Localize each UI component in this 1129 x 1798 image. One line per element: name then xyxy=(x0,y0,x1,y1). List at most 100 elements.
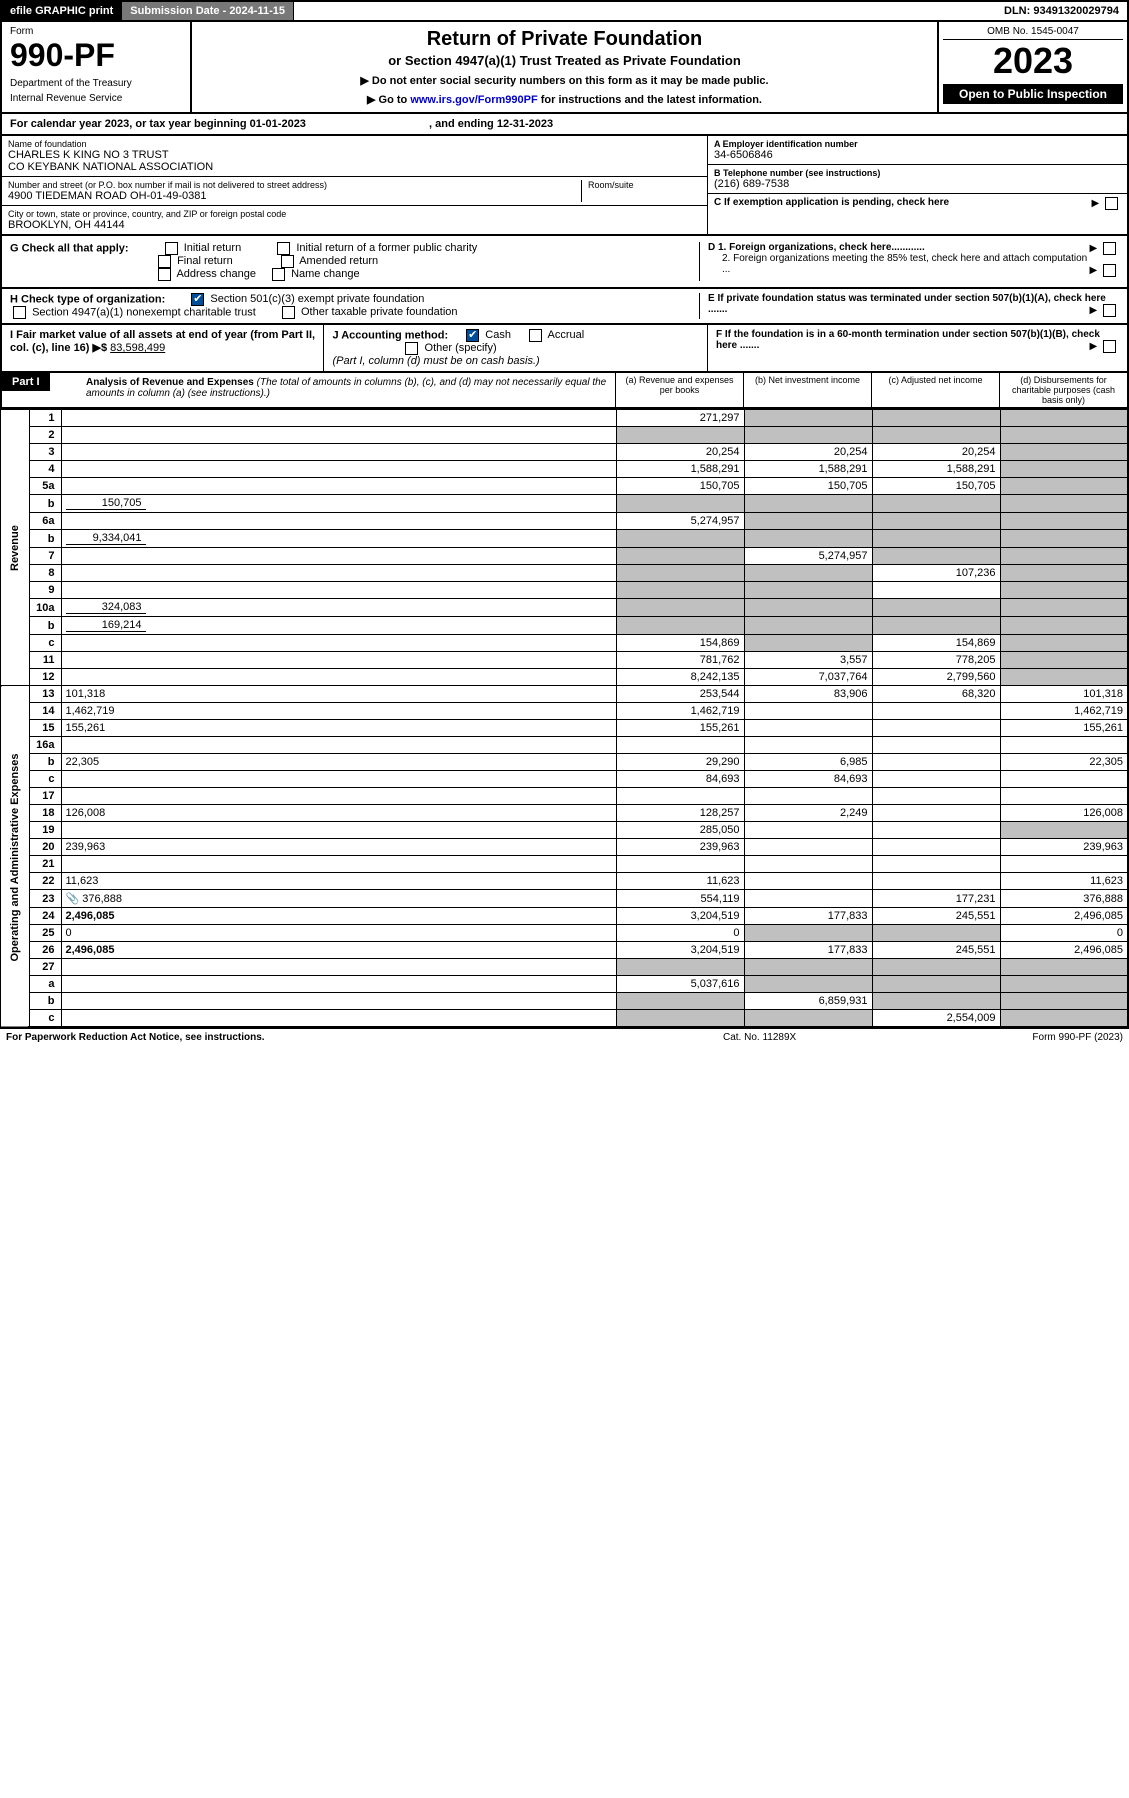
line-number: 19 xyxy=(29,822,61,839)
amount-a: 1,462,719 xyxy=(616,703,744,720)
amount-c xyxy=(872,495,1000,513)
entity-info: Name of foundation CHARLES K KING NO 3 T… xyxy=(0,136,1129,236)
chk-4947[interactable] xyxy=(13,306,26,319)
c-checkbox[interactable] xyxy=(1105,197,1118,210)
chk-final[interactable] xyxy=(158,255,171,268)
amount-a: 128,257 xyxy=(616,805,744,822)
part1-table: Revenue1 271,2972 3 20,25420,25420,2544 … xyxy=(0,409,1129,1028)
amount-d xyxy=(1000,635,1128,652)
amount-b xyxy=(744,822,872,839)
line-number: c xyxy=(29,1010,61,1028)
line-number: c xyxy=(29,771,61,788)
amount-c xyxy=(872,788,1000,805)
room-label: Room/suite xyxy=(588,180,701,190)
chk-name[interactable] xyxy=(272,268,285,281)
amount-b xyxy=(744,737,872,754)
amount-a xyxy=(616,737,744,754)
amount-d xyxy=(1000,565,1128,582)
amount-c xyxy=(872,925,1000,942)
chk-accrual[interactable] xyxy=(529,329,542,342)
c-label: C If exemption application is pending, c… xyxy=(714,197,949,208)
line-description: 1,462,719 xyxy=(61,703,616,720)
amount-a xyxy=(616,582,744,599)
cat-number: Cat. No. 11289X xyxy=(723,1032,923,1043)
line-description xyxy=(61,822,616,839)
line-number: 12 xyxy=(29,669,61,686)
irs-link[interactable]: www.irs.gov/Form990PF xyxy=(410,94,537,106)
page-footer: For Paperwork Reduction Act Notice, see … xyxy=(0,1028,1129,1046)
efile-label[interactable]: efile GRAPHIC print xyxy=(2,2,122,20)
section-ij: I Fair market value of all assets at end… xyxy=(0,325,1129,373)
amount-b xyxy=(744,856,872,873)
amount-d xyxy=(1000,599,1128,617)
amount-b xyxy=(744,890,872,908)
line-number: 22 xyxy=(29,873,61,890)
line-description: 📎 376,888 xyxy=(61,890,616,908)
amount-c xyxy=(872,839,1000,856)
line-description: 239,963 xyxy=(61,839,616,856)
line-number: 5a xyxy=(29,478,61,495)
chk-initial-public[interactable] xyxy=(277,242,290,255)
part1-title: Analysis of Revenue and Expenses xyxy=(86,377,254,388)
amount-c xyxy=(872,771,1000,788)
amount-d xyxy=(1000,427,1128,444)
d2-checkbox[interactable] xyxy=(1103,264,1116,277)
amount-d xyxy=(1000,652,1128,669)
amount-a: 554,119 xyxy=(616,890,744,908)
amount-d xyxy=(1000,669,1128,686)
amount-a: 5,274,957 xyxy=(616,513,744,530)
amount-d: 2,496,085 xyxy=(1000,908,1128,925)
chk-address[interactable] xyxy=(158,268,171,281)
line-number: b xyxy=(29,617,61,635)
line-description: 2,496,085 xyxy=(61,942,616,959)
amount-d: 1,462,719 xyxy=(1000,703,1128,720)
chk-501c3[interactable]: ✔ xyxy=(191,293,204,306)
col-a-header: (a) Revenue and expenses per books xyxy=(615,373,743,407)
line-number: 26 xyxy=(29,942,61,959)
amount-a xyxy=(616,1010,744,1028)
chk-cash[interactable]: ✔ xyxy=(466,329,479,342)
amount-d xyxy=(1000,822,1128,839)
form-label: Form xyxy=(10,26,182,37)
amount-d xyxy=(1000,461,1128,478)
j-label: J Accounting method: xyxy=(332,329,448,341)
d1-checkbox[interactable] xyxy=(1103,242,1116,255)
amount-b xyxy=(744,703,872,720)
line-number: 23 xyxy=(29,890,61,908)
amount-a xyxy=(616,788,744,805)
line-description xyxy=(61,582,616,599)
e-checkbox[interactable] xyxy=(1103,304,1116,317)
amount-b: 5,274,957 xyxy=(744,548,872,565)
amount-a: 271,297 xyxy=(616,410,744,427)
amount-a: 11,623 xyxy=(616,873,744,890)
amount-b xyxy=(744,873,872,890)
amount-c: 245,551 xyxy=(872,942,1000,959)
line-description xyxy=(61,771,616,788)
amount-d: 376,888 xyxy=(1000,890,1128,908)
form-header: Form 990-PF Department of the Treasury I… xyxy=(0,22,1129,114)
d2-label: 2. Foreign organizations meeting the 85%… xyxy=(708,253,1119,275)
line-number: 16a xyxy=(29,737,61,754)
amount-c xyxy=(872,856,1000,873)
chk-other-tax[interactable] xyxy=(282,306,295,319)
amount-d xyxy=(1000,976,1128,993)
line-description xyxy=(61,565,616,582)
chk-other-method[interactable] xyxy=(405,342,418,355)
city-label: City or town, state or province, country… xyxy=(8,209,701,219)
line-description: 0 xyxy=(61,925,616,942)
line-number: 4 xyxy=(29,461,61,478)
amount-b xyxy=(744,1010,872,1028)
amount-d xyxy=(1000,513,1128,530)
line-description xyxy=(61,548,616,565)
f-checkbox[interactable] xyxy=(1103,340,1116,353)
line-number: 21 xyxy=(29,856,61,873)
amount-d xyxy=(1000,993,1128,1010)
amount-a xyxy=(616,617,744,635)
amount-b: 177,833 xyxy=(744,908,872,925)
chk-initial[interactable] xyxy=(165,242,178,255)
amount-a: 239,963 xyxy=(616,839,744,856)
paperwork-notice: For Paperwork Reduction Act Notice, see … xyxy=(6,1032,723,1043)
amount-c: 177,231 xyxy=(872,890,1000,908)
chk-amended[interactable] xyxy=(281,255,294,268)
amount-a: 0 xyxy=(616,925,744,942)
